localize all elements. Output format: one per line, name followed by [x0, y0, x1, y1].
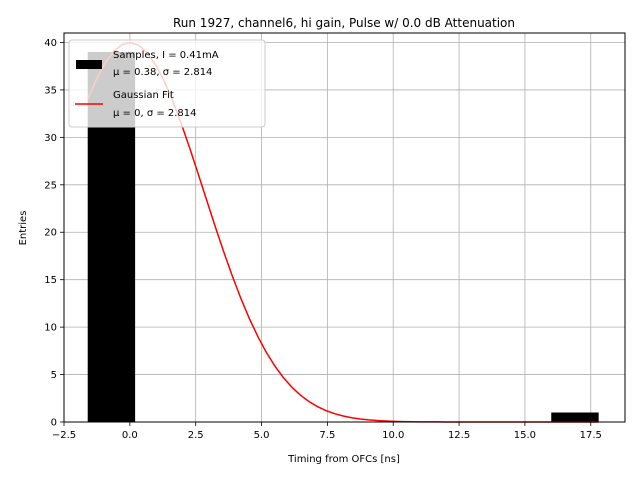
- y-tick-label: 35: [44, 85, 57, 96]
- y-tick-label: 40: [44, 38, 57, 49]
- gridlines: [63, 33, 625, 423]
- y-axis-label: Entries: [18, 211, 29, 246]
- y-tick-label: 25: [44, 180, 57, 191]
- y-tick-label: 5: [51, 370, 57, 381]
- legend-label-samples-line2: μ = 0.38, σ = 2.814: [113, 67, 212, 78]
- legend-swatch-samples: [76, 60, 102, 69]
- y-tick-label: 15: [44, 275, 57, 286]
- legend-box: [68, 39, 266, 128]
- x-tick-label: 17.5: [580, 430, 602, 441]
- x-axis-ticks: −2.5 0.0 2.5 5.0 7.5 10.0 12.5 15.0 17.5: [52, 422, 602, 441]
- x-tick-label: 7.5: [319, 430, 335, 441]
- x-axis-label: Timing from OFCs [ns]: [287, 454, 400, 465]
- x-tick-label: 10.0: [382, 430, 404, 441]
- x-tick-label: 15.0: [514, 430, 536, 441]
- chart-title: Run 1927, channel6, hi gain, Pulse w/ 0.…: [173, 16, 515, 30]
- histogram-bar: [551, 412, 599, 422]
- y-axis-ticks: 0 5 10 15 20 25 30 35 40: [44, 38, 64, 429]
- y-tick-label: 0: [51, 418, 57, 429]
- x-tick-label: 5.0: [254, 430, 270, 441]
- x-tick-label: −2.5: [52, 430, 76, 441]
- legend-label-fit-line2: μ = 0, σ = 2.814: [113, 108, 197, 119]
- x-tick-label: 0.0: [122, 430, 138, 441]
- x-tick-label: 2.5: [188, 430, 204, 441]
- y-tick-label: 30: [44, 133, 57, 144]
- x-tick-label: 12.5: [448, 430, 470, 441]
- y-tick-label: 20: [44, 228, 57, 239]
- legend-label-samples-line1: Samples, I = 0.41mA: [113, 50, 219, 61]
- legend: Samples, I = 0.41mA μ = 0.38, σ = 2.814 …: [68, 39, 266, 128]
- legend-label-fit-line1: Gaussian Fit: [113, 90, 174, 101]
- plot-frame: [63, 32, 626, 423]
- y-tick-label: 10: [44, 323, 57, 334]
